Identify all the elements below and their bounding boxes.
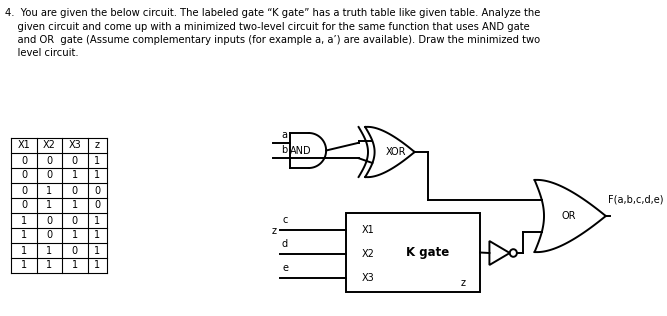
Text: X1: X1 — [17, 141, 31, 150]
Text: 0: 0 — [46, 155, 53, 166]
Text: 1: 1 — [46, 200, 53, 210]
Text: 1: 1 — [21, 230, 27, 240]
Text: 0: 0 — [72, 216, 78, 226]
Text: XOR: XOR — [386, 147, 406, 157]
Text: X3: X3 — [362, 273, 374, 283]
Text: given circuit and come up with a minimized two-level circuit for the same functi: given circuit and come up with a minimiz… — [5, 21, 530, 32]
Text: 1: 1 — [94, 260, 101, 270]
Text: 1: 1 — [46, 185, 53, 196]
Text: 1: 1 — [72, 171, 78, 180]
Text: 1: 1 — [94, 246, 101, 256]
Text: d: d — [282, 239, 288, 249]
Text: 0: 0 — [21, 155, 27, 166]
Text: 1: 1 — [94, 155, 101, 166]
Text: 0: 0 — [94, 185, 101, 196]
Text: z: z — [271, 226, 277, 236]
Text: 1: 1 — [46, 260, 53, 270]
Text: K gate: K gate — [406, 246, 449, 259]
Text: X1: X1 — [362, 225, 374, 235]
Text: e: e — [282, 263, 288, 273]
Text: 0: 0 — [72, 155, 78, 166]
Text: X3: X3 — [69, 141, 81, 150]
Text: z: z — [95, 141, 100, 150]
Text: 1: 1 — [72, 200, 78, 210]
Text: 0: 0 — [46, 216, 53, 226]
Text: X2: X2 — [362, 249, 374, 259]
Text: c: c — [283, 216, 288, 225]
Text: 1: 1 — [21, 216, 27, 226]
Text: 1: 1 — [72, 260, 78, 270]
Text: level circuit.: level circuit. — [5, 48, 78, 58]
Text: OR: OR — [562, 211, 576, 221]
Text: 4.  You are given the below circuit. The labeled gate “K gate” has a truth table: 4. You are given the below circuit. The … — [5, 8, 540, 18]
Text: 1: 1 — [21, 260, 27, 270]
Text: b: b — [281, 145, 287, 155]
Text: 0: 0 — [72, 246, 78, 256]
Text: 1: 1 — [21, 246, 27, 256]
Text: 1: 1 — [94, 216, 101, 226]
Text: 1: 1 — [72, 230, 78, 240]
Text: a: a — [281, 130, 287, 140]
Text: and OR  gate (Assume complementary inputs (for example a, a’) are available). Dr: and OR gate (Assume complementary inputs… — [5, 35, 540, 45]
Text: 0: 0 — [21, 171, 27, 180]
Text: 1: 1 — [94, 171, 101, 180]
Text: 1: 1 — [46, 246, 53, 256]
Text: 0: 0 — [21, 200, 27, 210]
Text: 1: 1 — [94, 230, 101, 240]
Text: X2: X2 — [43, 141, 56, 150]
Text: 0: 0 — [94, 200, 101, 210]
Text: 0: 0 — [46, 230, 53, 240]
Text: z: z — [461, 278, 466, 288]
Text: 0: 0 — [21, 185, 27, 196]
Text: 0: 0 — [72, 185, 78, 196]
Text: AND: AND — [290, 145, 311, 155]
Bar — [346, 213, 480, 292]
Text: 0: 0 — [46, 171, 53, 180]
Text: F(a,b,c,d,e): F(a,b,c,d,e) — [608, 195, 664, 205]
